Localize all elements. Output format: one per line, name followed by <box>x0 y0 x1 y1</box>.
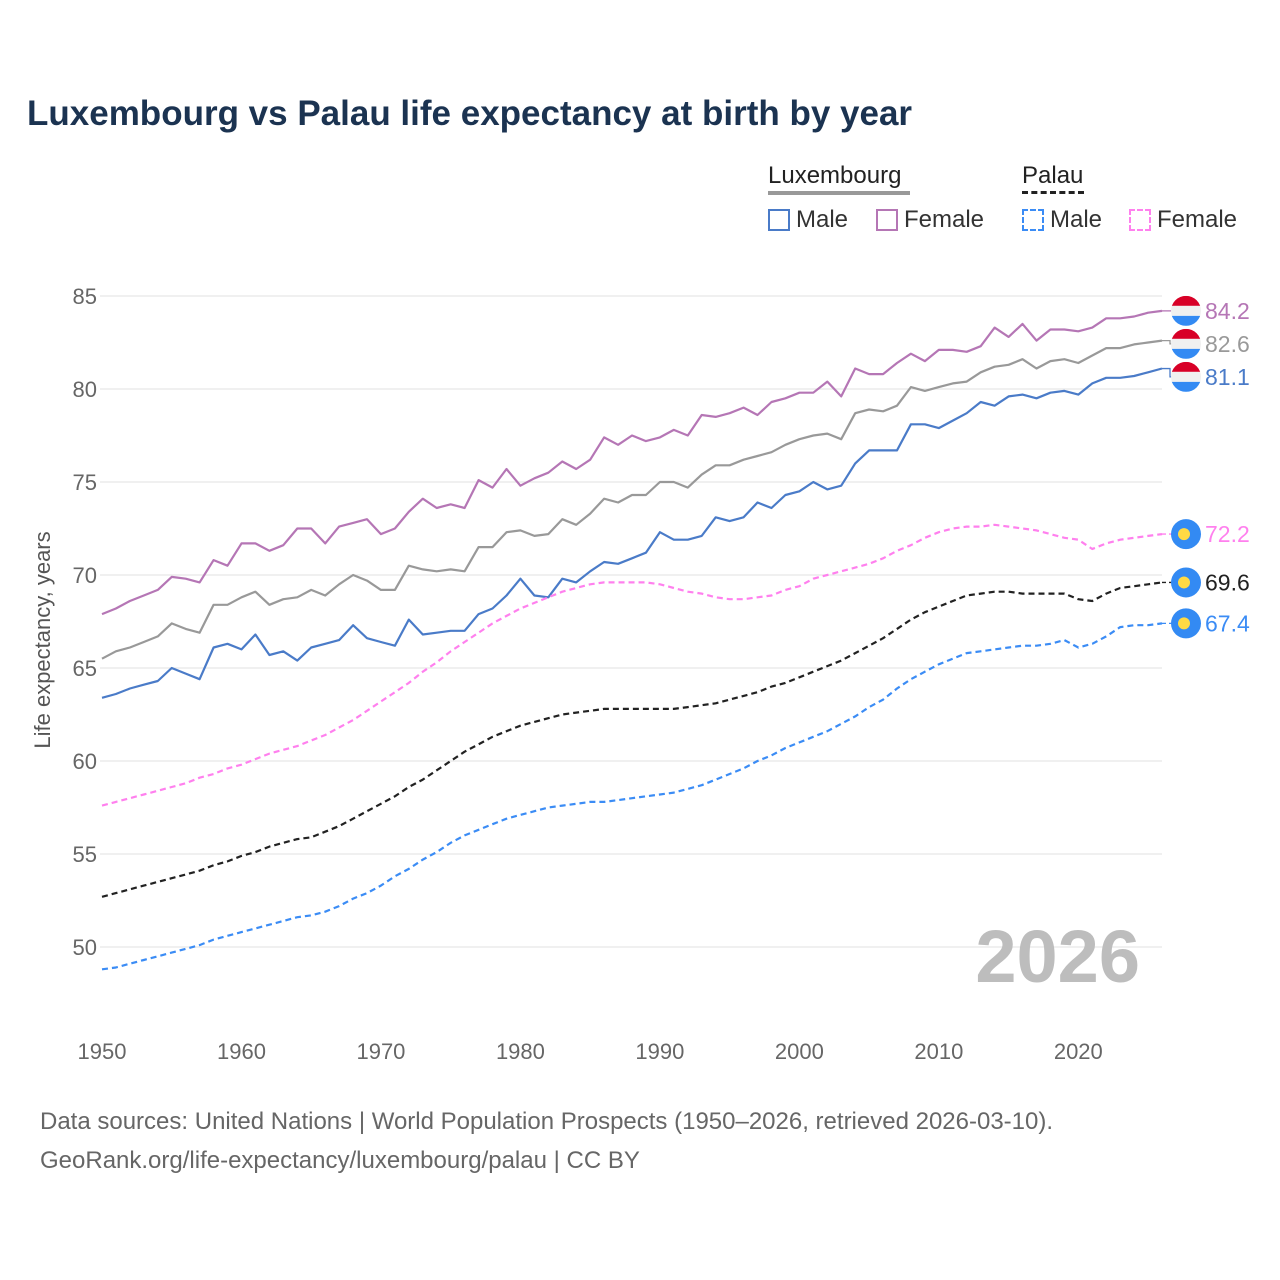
end-value-label: 72.2 <box>1205 521 1250 547</box>
x-tick-label: 1990 <box>635 1039 684 1064</box>
legend-item-lux-female[interactable]: Female <box>876 206 984 234</box>
end-label-connector <box>1162 367 1172 378</box>
attribution-link[interactable]: GeoRank.org/life-expectancy/luxembourg/p… <box>40 1147 640 1174</box>
legend-label: Female <box>904 206 985 233</box>
legend-swatch <box>1129 209 1151 231</box>
legend-swatch <box>768 209 790 231</box>
legend-swatch <box>876 209 898 231</box>
x-tick-label: 2010 <box>914 1039 963 1064</box>
year-watermark: 2026 <box>975 915 1140 998</box>
luxembourg-flag-icon <box>1171 295 1201 326</box>
flag-moon <box>1178 528 1190 541</box>
x-tick-label: 2000 <box>775 1039 824 1064</box>
series-line-palau-total <box>101 581 1163 898</box>
y-tick-label: 50 <box>73 935 97 960</box>
end-value-label: 69.6 <box>1205 569 1250 595</box>
end-value-label: 67.4 <box>1205 610 1250 636</box>
y-tick-label: 65 <box>73 656 97 681</box>
series-line-lux-total <box>101 339 1163 660</box>
series-line-lux-female <box>101 309 1163 616</box>
x-tick-label: 1970 <box>356 1039 405 1064</box>
x-tick-label: 1960 <box>217 1039 266 1064</box>
legend-group-luxembourg[interactable]: Luxembourg <box>768 162 902 189</box>
flag-stripe-blue <box>1171 348 1201 359</box>
flag-stripe-white <box>1171 338 1201 349</box>
legend-label: Male <box>1050 206 1103 233</box>
flag-stripes <box>1171 328 1201 359</box>
flag-moon <box>1178 576 1190 589</box>
legend-item-palau-male[interactable]: Male <box>1022 206 1102 234</box>
flag-stripe-blue <box>1171 315 1201 326</box>
x-tick-label: 2020 <box>1054 1039 1103 1064</box>
legend-swatch <box>1022 209 1044 231</box>
y-tick-label: 70 <box>73 563 97 588</box>
flag-stripes <box>1171 295 1201 326</box>
chart-title: Luxembourg vs Palau life expectancy at b… <box>27 94 913 133</box>
flag-moon <box>1178 617 1190 630</box>
y-tick-label: 80 <box>73 377 97 402</box>
y-axis-label: Life expectancy, years <box>30 531 55 748</box>
x-tick-label: 1980 <box>496 1039 545 1064</box>
y-tick-label: 75 <box>73 470 97 495</box>
gridlines <box>100 295 1162 948</box>
palau-flag-icon <box>1171 519 1201 550</box>
end-value-label: 84.2 <box>1205 298 1250 324</box>
legend-group-palau[interactable]: Palau <box>1022 162 1084 189</box>
series-line-palau-female <box>101 523 1163 807</box>
y-tick-label: 85 <box>73 284 97 309</box>
line-chart: 50 55 60 65 70 75 80 85 1950 1960 1970 1980 1990 2000… <box>30 284 1250 1064</box>
flag-stripe-red <box>1171 328 1201 339</box>
legend-palau-line <box>1022 191 1084 194</box>
series-lines <box>101 309 1163 971</box>
end-labels: 84.2 82.6 81.1 72.2 69.6 67.4 <box>1162 295 1250 639</box>
flag-stripes <box>1171 361 1201 392</box>
legend-luxembourg-line <box>768 191 910 195</box>
luxembourg-flag-icon <box>1171 328 1201 359</box>
series-line-palau-male <box>101 622 1163 971</box>
palau-flag-icon <box>1171 608 1201 639</box>
legend-label: Female <box>1157 206 1238 233</box>
y-tick-label: 60 <box>73 749 97 774</box>
legend-label: Male <box>796 206 849 233</box>
flag-stripe-white <box>1171 371 1201 382</box>
x-tick-label: 1950 <box>78 1039 127 1064</box>
legend-item-lux-male[interactable]: Male <box>768 206 848 234</box>
luxembourg-flag-icon <box>1171 361 1201 392</box>
y-tick-label: 55 <box>73 842 97 867</box>
end-value-label: 81.1 <box>1205 364 1250 390</box>
flag-stripe-red <box>1171 295 1201 306</box>
source-line: Data sources: United Nations | World Pop… <box>40 1108 1054 1135</box>
palau-flag-icon <box>1171 567 1201 598</box>
flag-stripe-red <box>1171 361 1201 372</box>
axes: 50 55 60 65 70 75 80 85 1950 1960 1970 1980 1990 2000… <box>73 284 1103 1064</box>
end-value-label: 82.6 <box>1205 331 1250 357</box>
flag-stripe-blue <box>1171 381 1201 392</box>
series-line-lux-male <box>101 367 1163 699</box>
flag-stripe-white <box>1171 305 1201 316</box>
end-label-connector <box>1162 339 1172 345</box>
legend-item-palau-female[interactable]: Female <box>1129 206 1237 234</box>
